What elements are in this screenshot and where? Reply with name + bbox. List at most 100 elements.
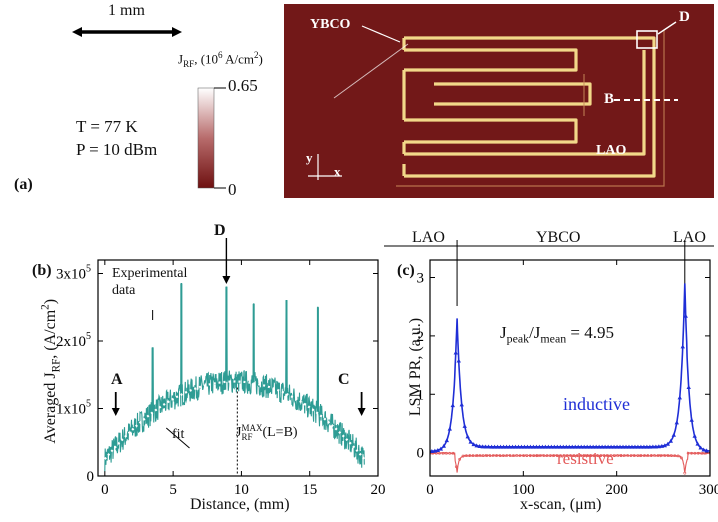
ratio-j1: J [500, 323, 507, 342]
ratio-label: Jpeak/Jmean = 4.95 [500, 323, 614, 346]
resistive-marker [582, 454, 586, 457]
inductive-marker [444, 438, 449, 443]
inductive-marker [650, 444, 656, 449]
ybco-label: YBCO [310, 17, 351, 32]
x-tick-label-c: 200 [605, 482, 628, 498]
inductive-marker [692, 433, 697, 438]
y-tick-label-b: 0 [87, 469, 95, 485]
inductive-marker [587, 444, 593, 449]
top-lao-left: LAO [412, 229, 445, 246]
inductive-marker [564, 444, 569, 449]
colorbar-title-end: A/cm [222, 51, 254, 67]
inductive-marker [638, 444, 644, 449]
marker-c-label: C [338, 371, 350, 388]
plot-frame-b [97, 259, 379, 477]
panel-a-label: (a) [14, 176, 33, 193]
resistive-marker [592, 454, 596, 457]
inductive-marker [641, 444, 647, 449]
resistive-marker [589, 454, 593, 457]
jmax-sup: MAX [241, 423, 263, 433]
resistive-marker [609, 454, 613, 457]
inductive-marker [662, 443, 668, 448]
xlabel-mu: μ [575, 496, 584, 513]
inductive-marker [537, 444, 542, 449]
resistive-marker [639, 454, 643, 457]
resistive-marker [686, 451, 690, 455]
resistive-marker [653, 454, 656, 457]
inductive-marker [567, 444, 572, 449]
x-tick-label-b: 20 [371, 482, 386, 498]
resistive-marker [485, 454, 488, 457]
inductive-marker [561, 444, 566, 449]
inductive-marker [474, 443, 479, 448]
resistive-marker [569, 454, 572, 457]
resistive-marker [465, 454, 468, 458]
inductive-marker [516, 444, 521, 449]
xlabel-prefix: x-scan, ( [520, 496, 576, 513]
inductive-marker [656, 444, 662, 449]
lsm-image [284, 4, 714, 198]
resistive-marker [468, 454, 472, 457]
inductive-marker [584, 444, 590, 449]
resistive-marker [441, 451, 445, 455]
colorbar-min: 0 [228, 180, 237, 199]
inductive-marker [695, 441, 700, 446]
resistive-marker [448, 451, 452, 455]
inductive-marker [438, 446, 444, 451]
resistive-marker [525, 454, 529, 457]
resistive-marker [522, 454, 525, 457]
inductive-marker [635, 444, 641, 449]
inductive-marker [689, 417, 694, 422]
resistive-marker [690, 451, 693, 455]
inductive-marker [623, 444, 629, 449]
inductive-marker [581, 444, 587, 449]
inductive-marker [492, 444, 497, 449]
inductive-marker [486, 444, 491, 449]
colorbar-title-unit: , (10 [194, 51, 219, 67]
region-d-box [636, 30, 658, 49]
y-tick-label-c: 0 [417, 446, 425, 462]
inductive-marker [576, 444, 581, 449]
resistive-marker [548, 454, 552, 457]
inductive-marker [683, 313, 688, 318]
resistive-marker [585, 454, 589, 457]
resistive-marker [538, 454, 542, 457]
fit-label: fit [172, 427, 185, 442]
inductive-marker [647, 444, 653, 449]
inductive-marker [552, 444, 557, 449]
inductive-marker [579, 444, 584, 449]
resistive-marker [612, 454, 616, 457]
inductive-marker [546, 444, 551, 449]
resistive-marker [515, 454, 519, 457]
resistive-marker [535, 454, 539, 457]
inductive-marker [629, 444, 635, 449]
marker-a-label: A [111, 371, 123, 388]
inductive-marker [558, 444, 563, 449]
resistive-marker [596, 454, 599, 457]
inductive-marker [456, 358, 461, 363]
resistive-marker [495, 454, 499, 457]
inductive-marker [590, 444, 596, 449]
resistive-marker [693, 451, 697, 455]
y-tick-label-b: 3x10 [56, 267, 86, 283]
colorbar-title-sub: RF [183, 58, 195, 69]
resistive-marker [696, 451, 700, 455]
resistive-marker [481, 454, 485, 457]
resistive-marker [508, 454, 512, 457]
resistive-marker [646, 454, 650, 457]
inductive-marker [671, 432, 676, 437]
marker-d-label: D [214, 222, 226, 239]
resistive-marker [656, 454, 660, 457]
panel-c-xlabel: x-scan, (μm) [520, 496, 601, 514]
resistive-marker [632, 454, 636, 457]
resistive-marker [438, 451, 441, 455]
inductive-marker [522, 444, 527, 449]
inductive-marker [507, 444, 512, 449]
inductive-marker [441, 443, 447, 448]
resistive-marker [542, 454, 546, 457]
inductive-marker [540, 444, 545, 449]
d-label: D [679, 9, 690, 25]
inductive-marker [480, 444, 485, 449]
inductive-marker [620, 444, 626, 449]
xy-axes-icon [308, 154, 342, 180]
